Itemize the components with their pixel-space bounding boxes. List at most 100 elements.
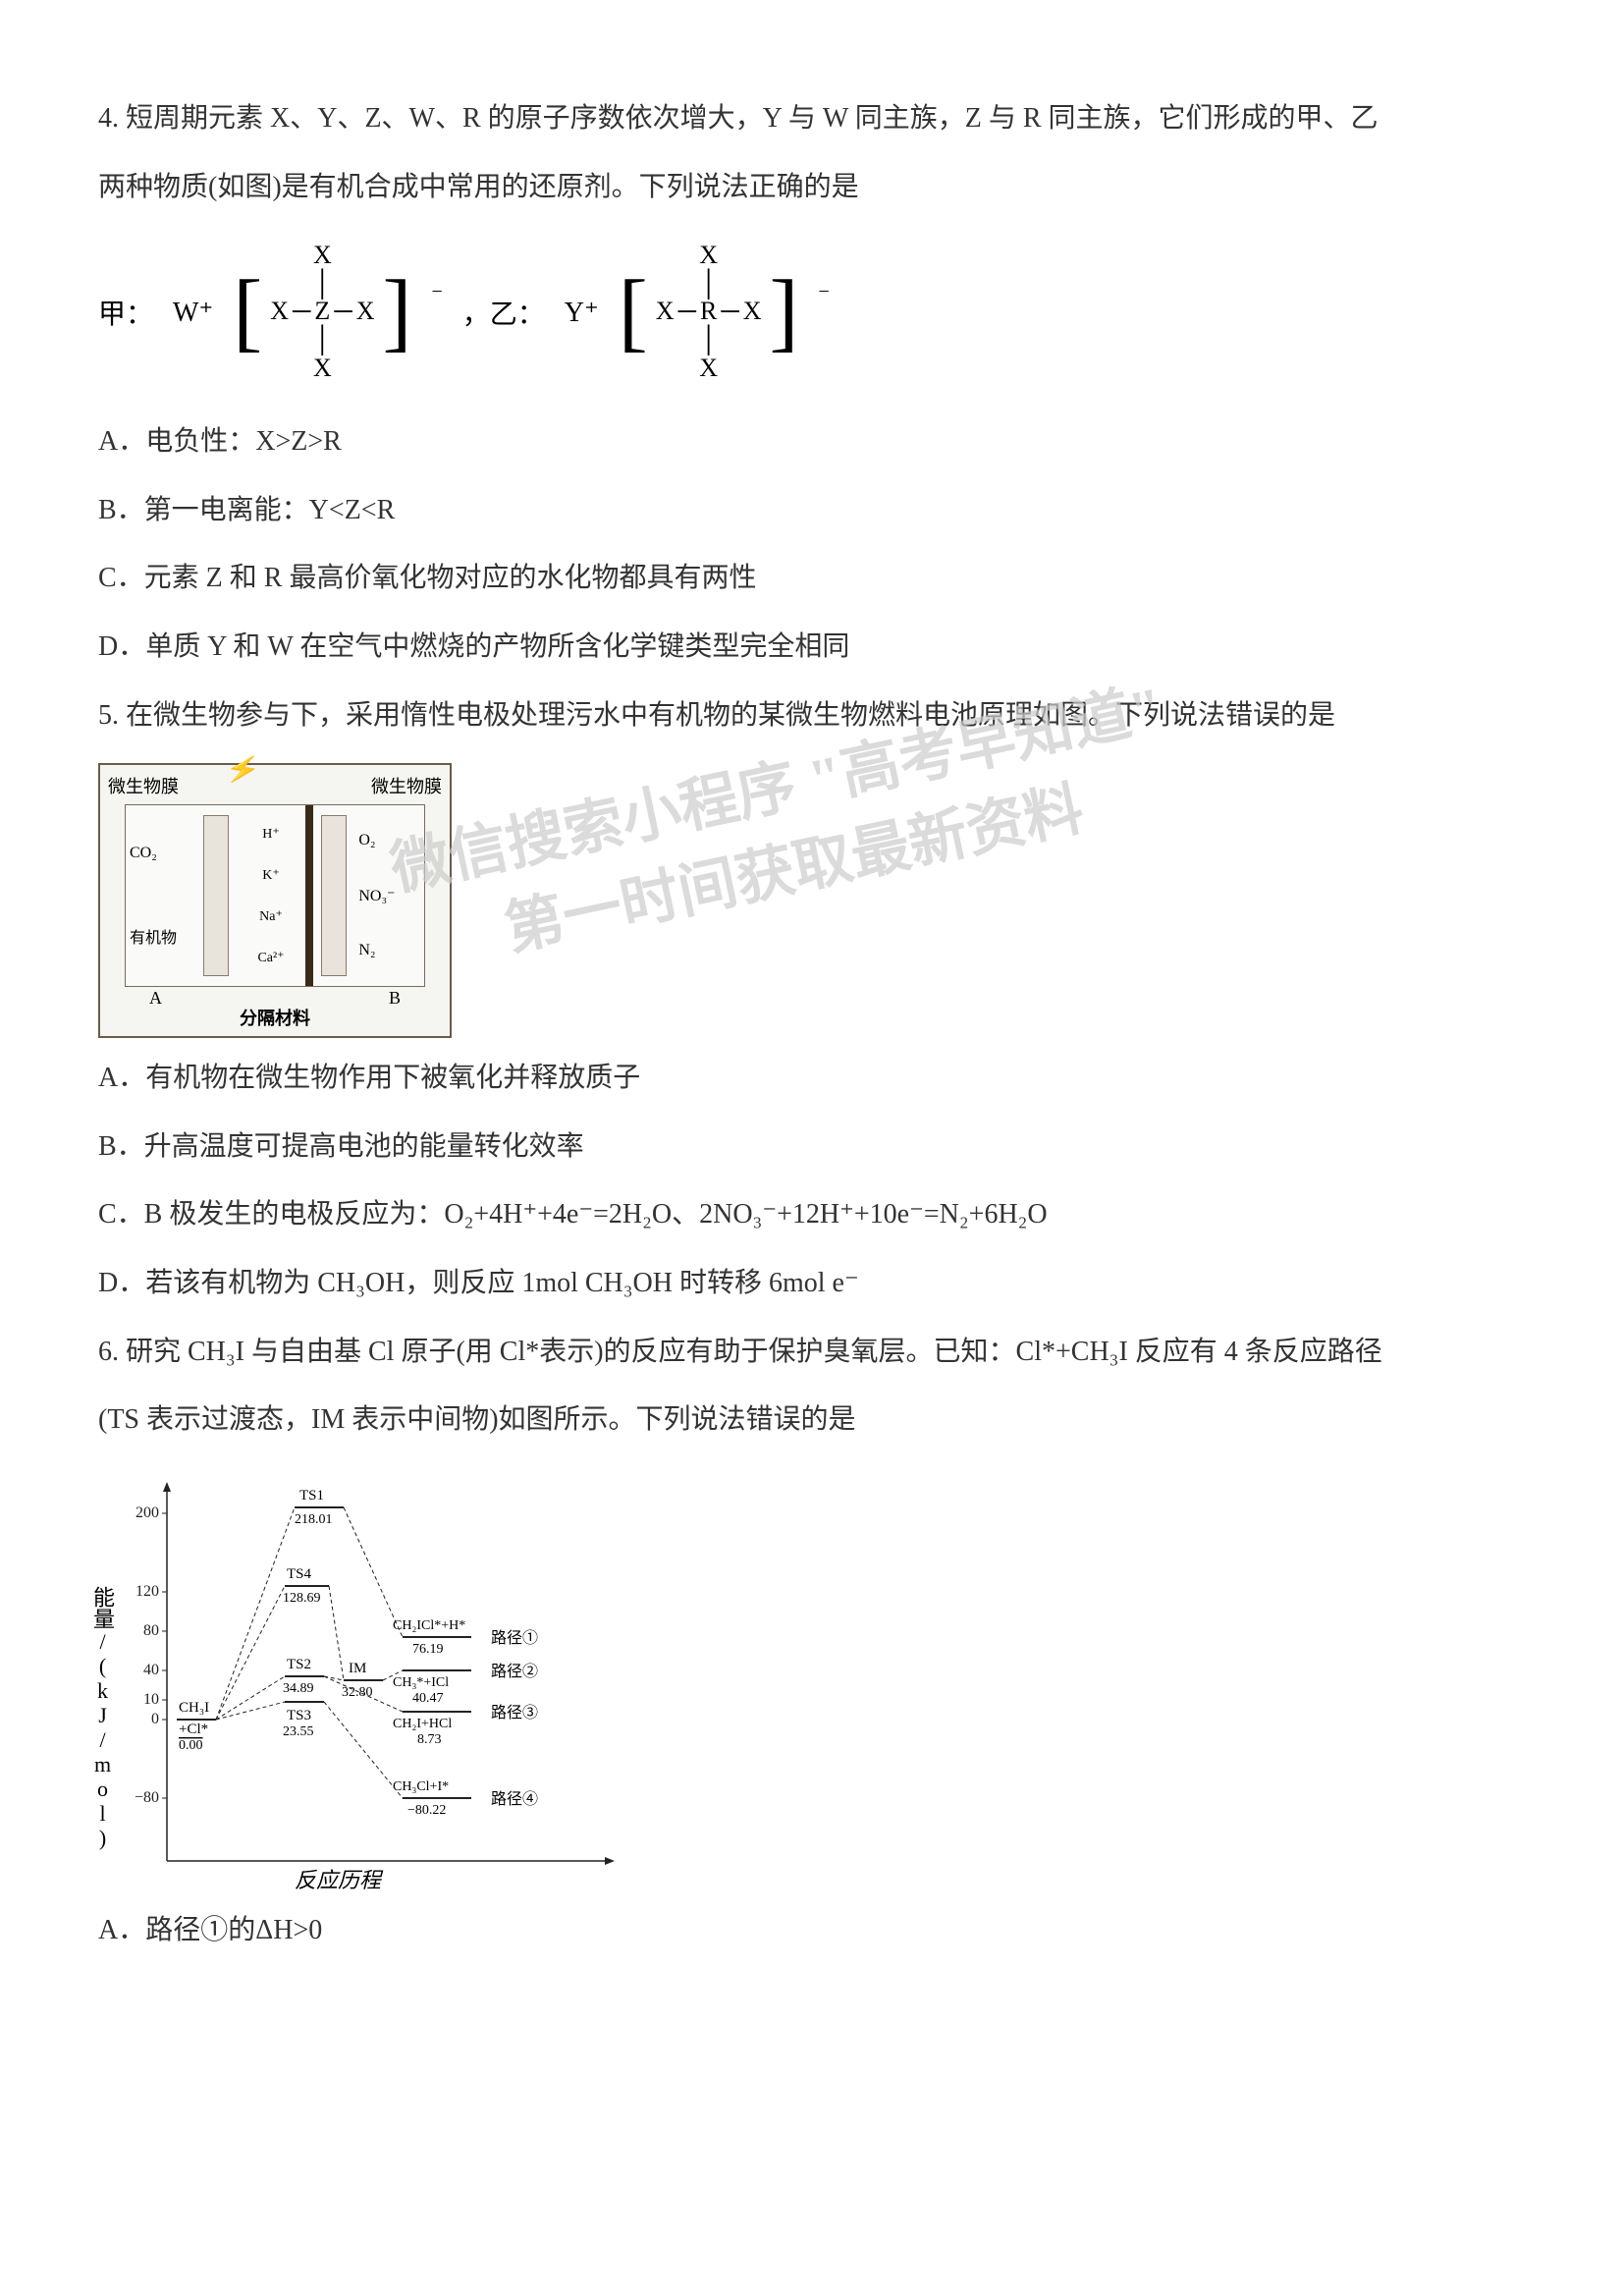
energy-xlabel: 反应历程	[295, 1863, 381, 1894]
svg-text:76.19: 76.19	[412, 1642, 444, 1657]
svg-text:200: 200	[135, 1504, 159, 1521]
yi-cation: Y⁺	[565, 296, 599, 329]
bond-h4: ─	[721, 298, 738, 326]
q5-optD: D．若该有机物为 CH₃OH，则反应 1mol CH₃OH 时转移 6mol e…	[98, 1253, 1525, 1314]
svg-text:40: 40	[143, 1662, 159, 1678]
bracket-right-icon2: ]	[770, 277, 799, 348]
svg-text:80: 80	[143, 1622, 159, 1639]
energy-svg: 200 120 80 40 10 0 −80 CH₃I +Cl* 0.00 TS…	[98, 1468, 628, 1890]
bond-h2: ─	[334, 298, 352, 326]
x-left: X	[270, 298, 289, 326]
svg-text:23.55: 23.55	[283, 1724, 314, 1739]
x-top2: X	[699, 242, 718, 270]
n2-label: N₂	[358, 942, 375, 959]
biomem-left: 微生物膜	[108, 773, 179, 798]
yi-label: ，乙：	[462, 293, 545, 332]
bracket-right-icon: ]	[383, 277, 412, 348]
cell-inner: CO₂ 有机物 H⁺ K⁺ Na⁺ Ca²⁺ O₂ NO₃⁻ N₂	[125, 804, 425, 987]
svg-text:+Cl*: +Cl*	[179, 1722, 208, 1737]
x-bot: X	[313, 355, 332, 383]
q4-optD: D．单质 Y 和 W 在空气中燃烧的产物所含化学键类型完全相同	[98, 617, 1525, 678]
svg-text:路径①: 路径①	[491, 1629, 538, 1647]
svg-text:CH₃I: CH₃I	[179, 1700, 209, 1716]
svg-text:路径②: 路径②	[491, 1663, 538, 1680]
no3-label: NO₃⁻	[358, 886, 395, 905]
svg-text:0: 0	[151, 1711, 159, 1727]
electrode-A	[203, 815, 229, 976]
svg-text:CH₂ICl*+H*: CH₂ICl*+H*	[393, 1618, 465, 1633]
jia-label: 甲：	[98, 293, 153, 332]
q4-stem-l1: 4. 短周期元素 X、Y、Z、W、R 的原子序数依次增大，Y 与 W 同主族，Z…	[98, 88, 1525, 149]
svg-text:路径③: 路径③	[491, 1704, 538, 1722]
q4-optC: C．元素 Z 和 R 最高价氧化物对应的水化物都具有两性	[98, 548, 1525, 609]
svg-text:CH₃Cl+I*: CH₃Cl+I*	[393, 1779, 449, 1794]
energy-ylabel: 能量/(kJ/mol)	[86, 1586, 118, 1850]
x-right2: X	[743, 298, 762, 326]
cell-top-labels: 微生物膜 微生物膜	[108, 773, 442, 798]
svg-text:0.00: 0.00	[179, 1738, 203, 1753]
biomem-right: 微生物膜	[371, 773, 442, 798]
svg-text:218.01: 218.01	[295, 1512, 333, 1527]
o2-label: O₂	[358, 832, 375, 849]
cell-right: O₂ NO₃⁻ N₂	[354, 805, 424, 986]
center-z: Z	[314, 298, 330, 326]
q6-optA: A．路径①的ΔH>0	[98, 1900, 1525, 1961]
co2-label: CO₂	[130, 845, 157, 862]
x-top: X	[313, 242, 332, 270]
svg-text:TS3: TS3	[287, 1708, 311, 1723]
x-bot2: X	[699, 355, 718, 383]
bracket-left-icon: [	[233, 277, 262, 348]
fuel-cell-figure: ⚡ 微生物膜 微生物膜 CO₂ 有机物 H⁺ K⁺ Na⁺ Ca²⁺ O₂ NO…	[98, 763, 452, 1038]
cell-caption: 分隔材料	[100, 1005, 450, 1030]
q4-optB: B．第一电离能：Y<Z<R	[98, 480, 1525, 541]
bond-h: ─	[293, 298, 310, 326]
svg-text:10: 10	[143, 1691, 159, 1708]
yi-mid: X ─ R ─ X	[656, 298, 762, 326]
svg-text:CH₂I+HCl: CH₂I+HCl	[393, 1717, 452, 1731]
org-label: 有机物	[130, 924, 177, 948]
q4-optA: A．电负性：X>Z>R	[98, 411, 1525, 472]
jia-mid: X ─ Z ─ X	[270, 298, 374, 326]
q5-optA: A．有机物在微生物作用下被氧化并释放质子	[98, 1048, 1525, 1109]
jia-charge: −	[432, 281, 443, 303]
svg-text:128.69: 128.69	[283, 1591, 321, 1606]
svg-text:34.89: 34.89	[283, 1681, 314, 1696]
q5-stem: 5. 在微生物参与下，采用惰性电极处理污水中有机物的某微生物燃料电池原理如图。下…	[98, 685, 1525, 746]
ion-Ca: Ca²⁺	[257, 950, 284, 966]
q5-optB: B．升高温度可提高电池的能量转化效率	[98, 1117, 1525, 1177]
svg-text:CH₃*+ICl: CH₃*+ICl	[393, 1675, 449, 1690]
center-r: R	[700, 298, 717, 326]
yi-struct: X │ X ─ R ─ X │ X	[648, 242, 770, 382]
svg-text:TS4: TS4	[287, 1566, 312, 1582]
jia-cation: W⁺	[173, 296, 213, 329]
yi-bracket: [ X │ X ─ R ─ X │ X ]	[619, 242, 799, 382]
yi-charge: −	[819, 281, 830, 303]
bond-h3: ─	[678, 298, 696, 326]
svg-text:−80.22: −80.22	[407, 1803, 446, 1818]
svg-text:8.73: 8.73	[417, 1732, 442, 1747]
q4-stem-l2: 两种物质(如图)是有机合成中常用的还原剂。下列说法正确的是	[98, 157, 1525, 218]
x-right: X	[356, 298, 375, 326]
svg-text:120: 120	[135, 1583, 159, 1600]
cell-ions: H⁺ K⁺ Na⁺ Ca²⁺	[237, 805, 306, 986]
svg-text:32.80: 32.80	[342, 1685, 373, 1700]
bracket-left-icon2: [	[619, 277, 648, 348]
svg-text:40.47: 40.47	[412, 1691, 444, 1706]
jia-bracket: [ X │ X ─ Z ─ X │ X ]	[233, 242, 411, 382]
svg-text:路径④: 路径④	[491, 1790, 538, 1808]
q4-formula-row: 甲： W⁺ [ X │ X ─ Z ─ X │ X ] − ，乙： Y⁺ [ X…	[98, 242, 1525, 382]
x-left2: X	[656, 298, 675, 326]
ion-K: K⁺	[262, 867, 280, 884]
separator	[305, 805, 313, 986]
svg-text:TS2: TS2	[287, 1657, 311, 1672]
svg-text:−80: −80	[135, 1789, 159, 1806]
bond-v2: │	[313, 326, 331, 355]
electrode-B	[321, 815, 347, 976]
wm-l2: 第一时间获取最新资料	[353, 737, 1235, 1001]
q5-optC: C．B 极发生的电极反应为：O₂+4H⁺+4e⁻=2H₂O、2NO₃⁻+12H⁺…	[98, 1184, 1525, 1245]
bond-v: │	[313, 270, 331, 299]
cell-left: CO₂ 有机物	[126, 805, 195, 986]
svg-text:IM: IM	[349, 1661, 366, 1676]
energy-diagram: 能量/(kJ/mol) 200 120 80 40 10 0 −80 CH₃I …	[98, 1468, 628, 1890]
q6-stem-l1: 6. 研究 CH₃I 与自由基 Cl 原子(用 Cl*表示)的反应有助于保护臭氧…	[98, 1322, 1525, 1383]
